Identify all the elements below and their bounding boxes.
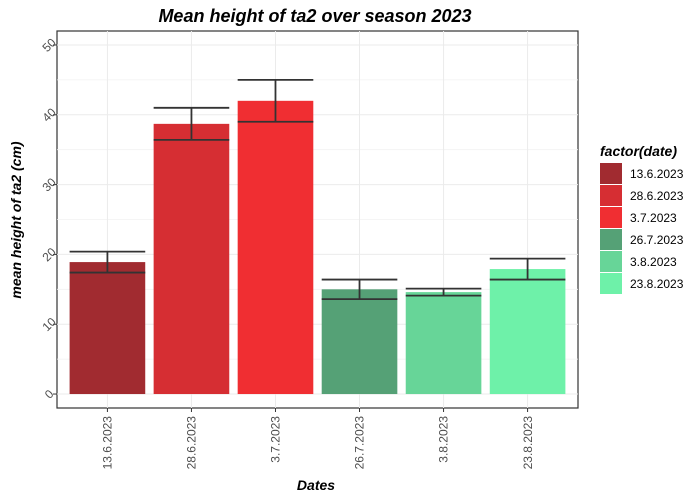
x-axis: 13.6.2023 28.6.2023 3.7.2023 26.7.2023 3.8.2… [101,408,535,469]
y-tick-label: 30 [39,175,59,195]
legend-title: factor(date) [600,143,677,159]
legend-key [600,163,622,184]
y-tick-label: 50 [39,35,59,55]
legend-label: 26.7.2023 [630,233,684,247]
y-tick-label: 40 [39,105,59,125]
x-tick-label: 26.7.2023 [353,416,367,470]
bar [237,100,314,395]
legend-key [600,185,622,206]
legend-label: 28.6.2023 [630,189,684,203]
error-bars [69,78,566,300]
bar [153,123,230,395]
y-tick-label: 20 [39,245,59,265]
legend-key [600,207,622,228]
x-tick-label: 3.7.2023 [269,416,283,463]
bar [489,269,566,395]
legend-key [600,229,622,250]
x-axis-title: Dates [297,477,335,493]
legend-label: 3.8.2023 [630,255,677,269]
legend-label: 3.7.2023 [630,211,677,225]
legend-key [600,273,622,294]
bar [405,292,482,395]
legend-key [600,251,622,272]
bars [69,100,566,395]
bar [69,262,146,395]
x-tick-label: 28.6.2023 [185,416,199,470]
legend-label: 23.8.2023 [630,277,684,291]
x-tick-label: 13.6.2023 [101,416,115,470]
x-tick-label: 3.8.2023 [437,416,451,463]
legend: factor(date) 13.6.2023 28.6.2023 3.7.2023 2… [600,143,684,294]
x-tick-label: 23.8.2023 [521,416,535,470]
bar [321,289,398,395]
y-tick-label: 10 [39,314,59,334]
chart-title: Mean height of ta2 over season 2023 [158,6,471,26]
legend-label: 13.6.2023 [630,167,684,181]
y-axis-title: mean height of ta2 (cm) [8,141,24,298]
